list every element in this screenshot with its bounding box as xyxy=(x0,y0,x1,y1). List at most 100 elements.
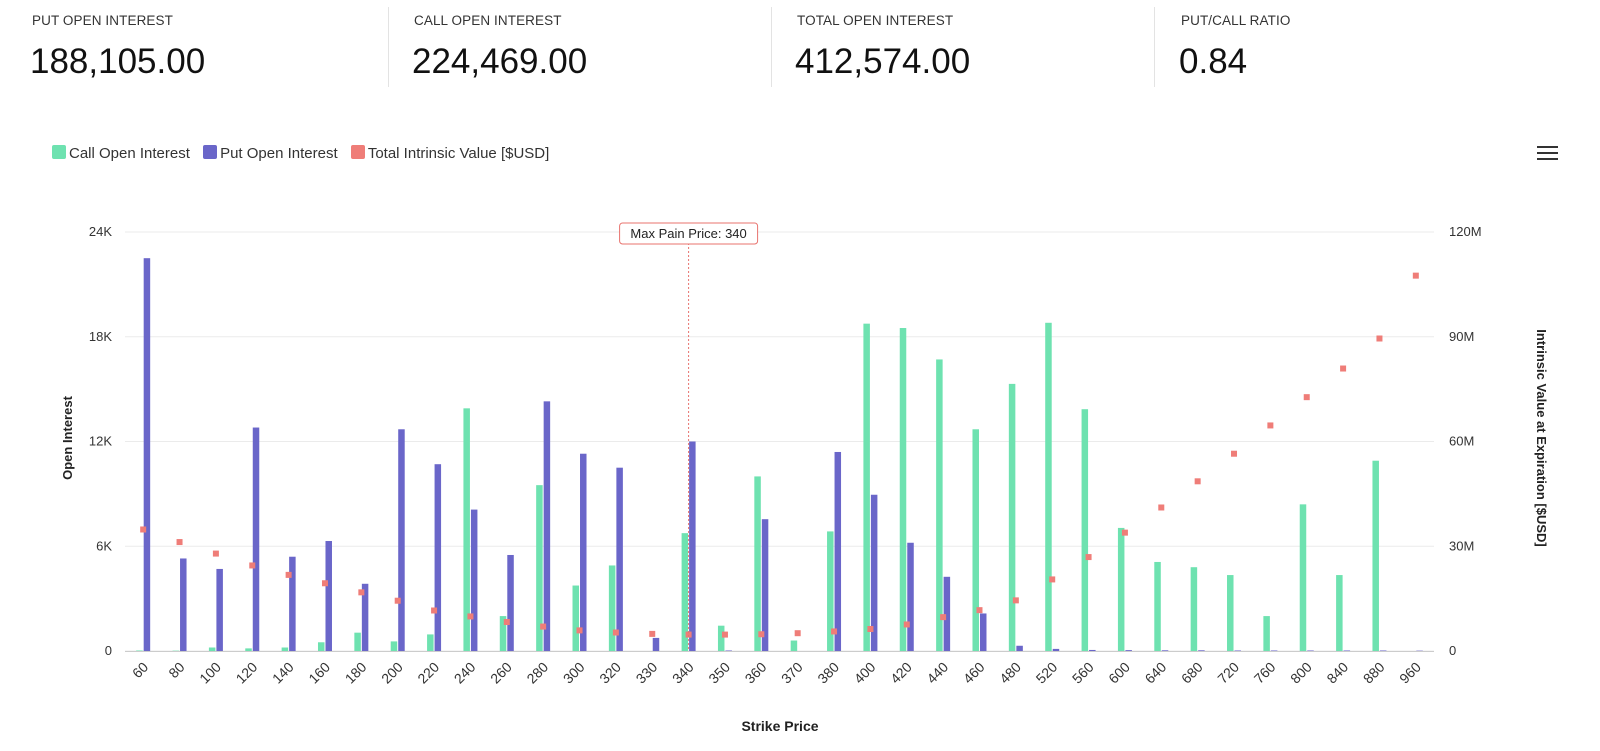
y2-axis-title: Intrinsic Value at Expiration [$USD] xyxy=(1534,329,1549,546)
legend-item-put-open-interest[interactable]: Put Open Interest xyxy=(203,145,338,162)
intrinsic-value-point xyxy=(467,613,474,620)
call-open-interest-bar xyxy=(899,328,907,651)
call-open-interest-bar xyxy=(1008,383,1016,651)
intrinsic-value-point xyxy=(576,627,583,634)
intrinsic-value-point xyxy=(1303,394,1310,401)
x-tick-label: 760 xyxy=(1251,659,1279,687)
call-open-interest-bar xyxy=(1263,616,1270,651)
x-tick-label: 200 xyxy=(378,659,406,687)
x-tick-label: 100 xyxy=(196,659,224,687)
call-open-interest-bar xyxy=(463,408,470,651)
x-tick-label: 960 xyxy=(1396,659,1424,687)
put-open-interest-bar xyxy=(1343,650,1351,651)
intrinsic-value-point xyxy=(503,619,510,626)
call-open-interest-bar xyxy=(1372,460,1379,651)
intrinsic-value-point xyxy=(612,629,619,636)
intrinsic-value-point xyxy=(1412,272,1419,279)
intrinsic-value-points xyxy=(140,272,1419,638)
call-open-interest-bar xyxy=(1227,575,1234,651)
intrinsic-value-point xyxy=(940,614,947,621)
x-tick-label: 330 xyxy=(633,659,661,687)
x-tick-label: 400 xyxy=(851,659,879,687)
legend-swatch xyxy=(52,145,66,159)
x-tick-label: 340 xyxy=(669,659,697,687)
intrinsic-value-point xyxy=(321,580,328,587)
stat-label: TOTAL OPEN INTEREST xyxy=(797,13,954,28)
y-tick-label: 24K xyxy=(89,224,112,239)
intrinsic-value-point xyxy=(1012,597,1019,604)
annotations: Max Pain Price: 340 xyxy=(619,222,759,651)
x-tick-label: 420 xyxy=(887,659,915,687)
call-open-interest-bar xyxy=(354,632,361,651)
x-tick-label: 80 xyxy=(165,659,187,681)
call-open-interest-bar xyxy=(136,650,143,651)
intrinsic-value-point xyxy=(903,621,910,628)
put-open-interest-bar xyxy=(580,453,587,651)
chart-legend: Call Open Interest Put Open Interest Tot… xyxy=(52,145,558,163)
intrinsic-value-point xyxy=(1231,450,1238,457)
intrinsic-value-point xyxy=(685,631,692,638)
stat-value: 0.84 xyxy=(1179,42,1248,81)
call-open-interest-bar xyxy=(608,565,616,651)
legend-label: Call Open Interest xyxy=(69,145,190,162)
x-tick-label: 60 xyxy=(129,659,151,681)
intrinsic-value-point xyxy=(1049,576,1056,583)
y2-tick-label: 30M xyxy=(1449,538,1474,553)
hamburger-menu-icon[interactable] xyxy=(1537,144,1559,162)
call-open-interest-bar xyxy=(1154,561,1161,651)
intrinsic-value-point xyxy=(1085,554,1092,561)
intrinsic-value-point xyxy=(1121,529,1128,536)
intrinsic-value-point xyxy=(976,607,983,614)
x-tick-label: 220 xyxy=(414,659,442,687)
intrinsic-value-point xyxy=(249,562,256,569)
stat-label: PUT/CALL RATIO xyxy=(1181,13,1291,28)
y2-tick-label: 90M xyxy=(1449,329,1474,344)
legend-item-total-intrinsic-value[interactable]: Total Intrinsic Value [$USD] xyxy=(350,145,549,162)
call-open-interest-bar xyxy=(1045,322,1052,651)
y2-tick-label: 0 xyxy=(1449,643,1456,658)
put-open-interest-bar xyxy=(361,583,369,651)
put-open-interest-bar xyxy=(907,542,914,651)
stat-divider xyxy=(771,7,772,87)
call-open-interest-bar xyxy=(1336,575,1343,651)
put-open-interest-bar xyxy=(507,554,514,651)
call-open-interest-bar xyxy=(936,359,943,651)
x-tick-label: 840 xyxy=(1323,659,1351,687)
call-open-interest-bar xyxy=(790,640,798,651)
put-open-interest-bar xyxy=(1198,650,1205,651)
axes: 0 0 6K 30M 12K 60M 18K 90M 24K 120M 60 80 100 120 140 1… xyxy=(89,224,1482,687)
x-tick-label: 800 xyxy=(1287,659,1315,687)
stat-label: CALL OPEN INTEREST xyxy=(414,13,562,28)
x-tick-label: 440 xyxy=(923,659,951,687)
put-open-interest-bar xyxy=(325,541,332,651)
x-tick-label: 480 xyxy=(996,659,1024,687)
stat-label: PUT OPEN INTEREST xyxy=(32,13,173,28)
y-axis-title: Open Interest xyxy=(60,395,75,479)
y-tick-label: 0 xyxy=(105,643,112,658)
legend-item-call-open-interest[interactable]: Call Open Interest xyxy=(52,145,190,162)
max-pain-label-box xyxy=(619,222,759,245)
put-open-interest-bar xyxy=(216,568,223,651)
x-tick-label: 460 xyxy=(960,659,988,687)
stat-value: 224,469.00 xyxy=(412,42,588,81)
put-open-interest-bar xyxy=(289,556,296,651)
x-tick-label: 260 xyxy=(487,659,515,687)
stat-value: 412,574.00 xyxy=(795,42,971,81)
x-axis-title: Strike Price xyxy=(741,718,818,734)
put-open-interest-bar xyxy=(143,258,151,651)
put-open-interest-bar xyxy=(761,519,769,651)
intrinsic-value-point xyxy=(758,631,765,638)
put-open-interest-bar xyxy=(870,494,878,651)
x-tick-label: 680 xyxy=(1178,659,1206,687)
x-tick-label: 370 xyxy=(778,659,806,687)
call-open-interest-bar xyxy=(681,533,689,651)
put-open-interest-bar xyxy=(689,441,696,651)
call-open-interest-bar xyxy=(717,625,725,651)
max-pain-label: Max Pain Price: 340 xyxy=(630,226,746,241)
x-tick-label: 520 xyxy=(1032,659,1060,687)
legend-swatch xyxy=(350,145,365,159)
call-open-interest-bar xyxy=(427,634,434,651)
call-open-interest-bar xyxy=(754,476,761,651)
intrinsic-value-point xyxy=(1376,335,1383,342)
intrinsic-value-point xyxy=(140,526,147,533)
